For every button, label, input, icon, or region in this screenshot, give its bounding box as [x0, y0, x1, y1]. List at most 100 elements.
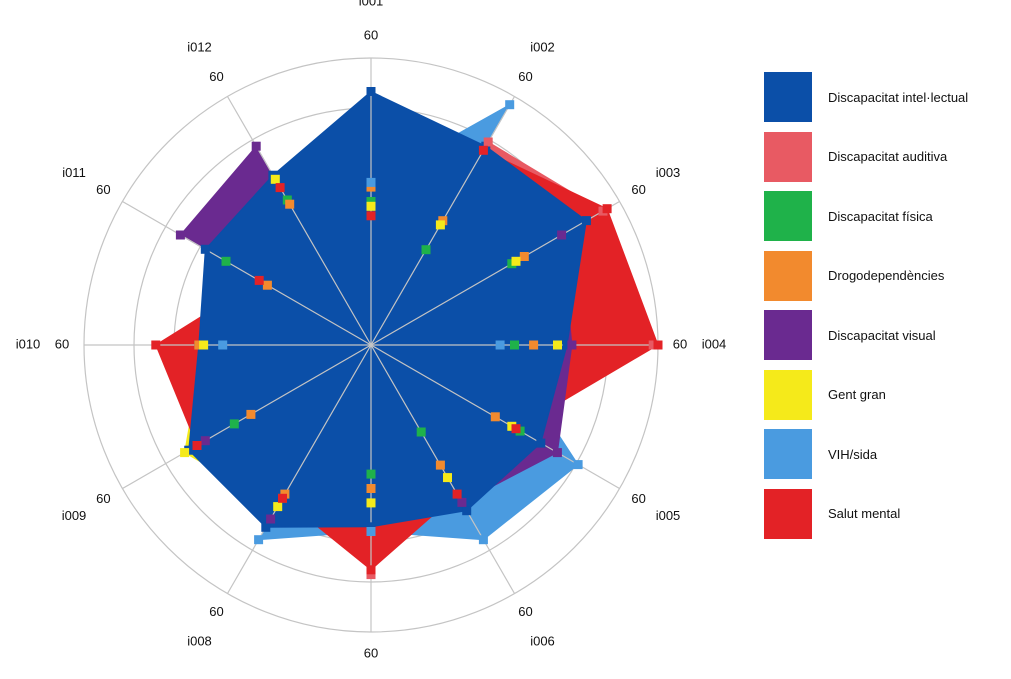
axis-label-i008: i008 — [187, 633, 212, 648]
marker-s4-i009 — [200, 436, 210, 446]
legend-label: Gent gran — [828, 387, 886, 402]
legend-label: Salut mental — [828, 506, 901, 521]
axis-max-label-i006: 60 — [518, 604, 532, 619]
marker-s4-i005 — [552, 448, 562, 458]
axis-max-label-i002: 60 — [518, 69, 532, 84]
legend-item: Salut mental — [764, 488, 1009, 539]
marker-s5-i010 — [199, 340, 209, 350]
axis-max-label-i008: 60 — [209, 604, 223, 619]
marker-s3-i005 — [490, 412, 500, 422]
axis-max-label-i001: 60 — [364, 27, 378, 42]
marker-s3-i006 — [435, 460, 445, 470]
marker-s2-i007 — [366, 469, 376, 479]
marker-s6-i004 — [495, 340, 505, 350]
marker-s5-i003 — [511, 256, 521, 266]
marker-s6-i001 — [366, 177, 376, 187]
marker-s6-i006 — [478, 535, 488, 545]
marker-s7-i008 — [278, 493, 287, 503]
marker-s0-i006 — [462, 506, 472, 516]
legend-item: Discapacitat visual — [764, 310, 1009, 360]
marker-s2-i006 — [416, 427, 426, 437]
marker-s2-i002 — [421, 245, 431, 255]
marker-s4-i012 — [251, 141, 261, 151]
axis-labels: 60 i001 60 i002 60 i003 60 i004 60 i005 60 i006 60 i0… — [16, 0, 727, 660]
axis-label-i006: i006 — [530, 633, 555, 648]
legend-item: Discapacitat física — [764, 191, 1009, 241]
marker-s5-i007 — [366, 498, 376, 508]
marker-s0-i008 — [261, 522, 271, 532]
legend-swatch — [764, 369, 812, 420]
legend-label: Discapacitat auditiva — [828, 149, 948, 164]
axis-max-label-i004: 60 — [673, 336, 687, 351]
marker-s3-i007 — [366, 484, 376, 493]
marker-s4-i006 — [457, 497, 467, 507]
axis-max-label-i011: 60 — [96, 182, 110, 197]
marker-s5-i001 — [366, 201, 376, 211]
axis-label-i005: i005 — [656, 508, 681, 523]
marker-s7-i004 — [653, 340, 663, 350]
marker-s1-i002 — [483, 137, 493, 147]
marker-s6-i002 — [505, 100, 515, 110]
marker-s7-i002 — [478, 145, 488, 155]
axis-label-i012: i012 — [187, 39, 212, 54]
marker-s6-i008 — [254, 535, 264, 545]
legend-label: Discapacitat visual — [828, 327, 936, 343]
marker-s1-i004 — [648, 340, 658, 350]
marker-s5-i002 — [435, 220, 445, 230]
marker-s0-i005 — [536, 438, 546, 448]
marker-s4-i004 — [567, 340, 577, 350]
legend-item: Discapacitat auditiva — [764, 131, 1009, 182]
axis-max-label-i005: 60 — [631, 491, 645, 506]
axis-label-i003: i003 — [656, 165, 681, 180]
marker-s3-i004 — [529, 340, 539, 350]
axis-label-i010: i010 — [16, 336, 41, 351]
series-markers — [151, 87, 663, 580]
axis-label-i004: i004 — [702, 336, 727, 351]
axis-max-label-i012: 60 — [209, 69, 223, 84]
marker-s0-i011 — [200, 244, 210, 254]
legend-swatch — [764, 310, 812, 360]
marker-s3-i009 — [246, 409, 256, 419]
legend-label: Drogodependències — [828, 268, 945, 283]
marker-s5-i009 — [180, 448, 190, 458]
legend-swatch — [764, 131, 812, 182]
marker-s7-i009 — [192, 441, 202, 450]
marker-s5-i006 — [443, 473, 452, 483]
marker-s1-i007 — [366, 570, 376, 580]
legend-label: Discapacitat intel·lectual — [828, 89, 969, 105]
axis-label-i009: i009 — [62, 508, 87, 523]
marker-s7-i003 — [602, 204, 612, 214]
marker-s7-i012 — [275, 183, 285, 193]
axis-spoke-i011 — [122, 200, 372, 346]
axis-label-i001: i001 — [359, 0, 384, 8]
marker-s6-i007 — [366, 527, 376, 536]
legend-swatch — [764, 72, 812, 122]
marker-s0-i004 — [562, 340, 572, 350]
marker-s4-i003 — [557, 230, 567, 240]
marker-s2-i001 — [366, 197, 376, 206]
marker-s0-i003 — [581, 216, 591, 226]
axis-max-label-i007: 60 — [364, 645, 378, 660]
marker-s7-i006 — [452, 489, 462, 499]
marker-s7-i001 — [366, 211, 376, 221]
axis-max-label-i003: 60 — [631, 182, 645, 197]
marker-s3-i012 — [285, 199, 295, 209]
marker-s2-i009 — [229, 419, 239, 429]
axis-spoke-i003 — [370, 200, 620, 346]
marker-s2-i011 — [221, 256, 231, 266]
marker-s7-i011 — [254, 275, 264, 285]
marker-s4-i008 — [266, 514, 276, 524]
axis-label-i011: i011 — [62, 165, 86, 180]
axis-spoke-i008 — [226, 344, 372, 594]
marker-s0-i007 — [366, 522, 376, 532]
marker-s5-i008 — [273, 502, 283, 512]
axis-spoke-i012 — [226, 96, 372, 346]
marker-s7-i007 — [366, 565, 376, 575]
legend-swatch — [764, 488, 812, 539]
marker-s2-i004 — [510, 340, 519, 350]
legend-swatch — [764, 429, 812, 479]
legend-label: Discapacitat física — [828, 208, 933, 224]
marker-s5-i012 — [270, 174, 280, 184]
series-areas — [155, 90, 659, 575]
marker-s7-i010 — [151, 340, 161, 350]
